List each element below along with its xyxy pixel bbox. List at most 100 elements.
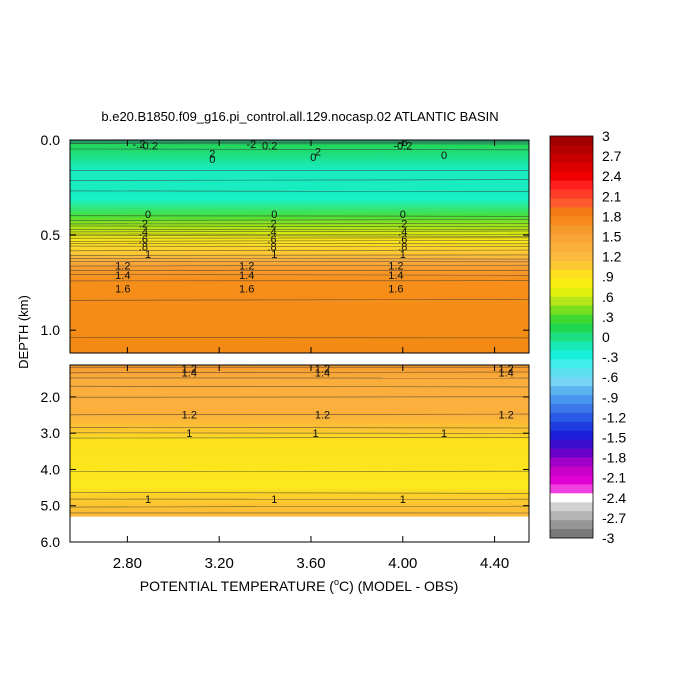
colorbar-label: -1.5 (602, 430, 626, 446)
contour-label: 0 (441, 150, 447, 162)
x-axis-ticks: 2.80 3.20 3.60 4.00 4.40 (113, 140, 509, 572)
upper-panel: 0 0 0.2.2.2.4.4.4.6.6.6.8.8.81 1 11.2 1.2 1.21… (41, 132, 530, 354)
y-tick-label: 0.0 (41, 132, 61, 148)
colorbar-box (550, 377, 593, 387)
contour-label: .2 (398, 219, 407, 231)
colorbar-label: .6 (602, 289, 614, 305)
colorbar-label: -.9 (602, 389, 619, 405)
contour-label: 2 (315, 146, 321, 158)
contour-label: .6 (267, 234, 276, 246)
contour-line (70, 385, 529, 388)
x-tick-label: 3.20 (205, 555, 234, 572)
colorbar-label: -1.2 (602, 409, 626, 425)
contour-line (70, 190, 529, 192)
contour-label: .2 (267, 219, 276, 231)
contour-label: 1.2 (315, 363, 330, 375)
contour-line (70, 249, 529, 252)
colorbar-box (550, 350, 593, 360)
colorbar-box (550, 457, 593, 467)
contour-label: 1 (313, 428, 319, 440)
colorbar-box (550, 198, 593, 208)
colorbar-box (550, 395, 593, 405)
y-tick-label: 1.0 (41, 322, 61, 338)
colorbar-label: 2.4 (602, 168, 622, 184)
colorbar-box (550, 323, 593, 333)
contour-label: 0 (271, 209, 277, 221)
contour-line (70, 235, 529, 237)
contour-line (70, 432, 529, 434)
contour-line (70, 371, 529, 374)
colorbar-box (550, 162, 593, 173)
colorbar-box (550, 252, 593, 262)
contour-line (70, 427, 529, 429)
colorbar-label: 3 (602, 128, 610, 144)
upper-panel-frame (69, 139, 530, 354)
colorbar-label: -1.8 (602, 450, 626, 466)
contour-label: 1.4 (115, 270, 130, 282)
contour-label: .6 (398, 234, 407, 246)
colorbar-box (550, 171, 593, 181)
contour-label: 0 (310, 152, 316, 164)
colorbar-label: -.6 (602, 369, 619, 385)
contour-line (70, 413, 529, 416)
colorbar-box (550, 430, 593, 441)
contour-label: 1.6 (115, 283, 130, 295)
contour-label: .2 (139, 219, 148, 231)
contour-line (70, 245, 529, 247)
colorbar-box (550, 180, 593, 190)
colorbar-box (550, 216, 593, 226)
lower-y-ticks: 2.0 3.0 4.0 5.0 6.0 (41, 389, 529, 550)
contour-line (70, 225, 529, 228)
contour-line (70, 258, 529, 260)
y-tick-label: 4.0 (41, 462, 61, 478)
contour-label: 1.2 (498, 363, 513, 375)
contour-label: 2 (209, 148, 215, 160)
colorbar-box (550, 529, 593, 539)
colorbar-box (550, 234, 593, 244)
contour-line (70, 179, 529, 181)
x-axis-label-part1: POTENTIAL TEMPERATURE ( (140, 578, 335, 594)
colorbar-label: 1.5 (602, 229, 622, 245)
contour-label: .8 (398, 242, 407, 254)
contour-label: -0.2 (393, 141, 412, 153)
contour-label: 1.6 (388, 283, 403, 295)
colorbar-label: .3 (602, 309, 614, 325)
colorbar-box (550, 368, 593, 378)
contour-label: 1 (186, 428, 192, 440)
colorbar-box (550, 484, 593, 494)
colorbar-label: -2.4 (602, 490, 626, 506)
upper-contour-labels: 0 0 0.2.2.2.4.4.4.6.6.6.8.8.81 1 11.2 1.2 1.21… (115, 140, 447, 295)
contour-label: 0 (145, 209, 151, 221)
colorbar-label: -3 (602, 530, 615, 546)
contour-label: 1.2 (388, 261, 403, 273)
contour-label: 1.4 (388, 270, 403, 282)
contour-label: .8 (267, 242, 276, 254)
colorbar-label: 2.7 (602, 148, 622, 164)
colorbar-box (550, 287, 593, 298)
x-tick-label: 3.60 (296, 555, 325, 572)
contour-label: 1.2 (182, 363, 197, 375)
chart-title: b.e20.B1850.f09_g16.pi_control.all.129.n… (101, 109, 498, 124)
y-axis-label: DEPTH (km) (16, 295, 31, 369)
y-tick-label: 3.0 (41, 425, 61, 441)
colorbar-labels: 3 2.7 2.4 2.1 1.8 1.5 1.2 .9 .6 .3 0 -.3 -.6 -.9 -1.2 -… (602, 128, 626, 546)
x-axis-label-part2: C) (MODEL - OBS) (339, 578, 458, 594)
colorbar-box (550, 502, 593, 512)
contour-line (70, 240, 529, 242)
contour-label: 1 (400, 249, 406, 261)
contour-line (70, 230, 529, 233)
contour-line (70, 254, 529, 256)
colorbar-box (550, 314, 593, 324)
colorbar-frame (549, 135, 594, 539)
colorbar-label: 2.1 (602, 188, 622, 204)
contour-label: 1 (271, 249, 277, 261)
x-axis-label: POTENTIAL TEMPERATURE (oC) (MODEL - OBS) (140, 577, 459, 594)
colorbar: 3 2.7 2.4 2.1 1.8 1.5 1.2 .9 .6 .3 0 -.3 -.6 -.9 -1.2 -… (549, 128, 626, 546)
contour-label: .4 (267, 226, 276, 238)
colorbar-label: 1.8 (602, 208, 622, 224)
contour-line (70, 437, 529, 439)
contour-line (70, 492, 529, 494)
colorbar-box (550, 189, 593, 199)
x-tick-label: 4.40 (480, 555, 509, 572)
